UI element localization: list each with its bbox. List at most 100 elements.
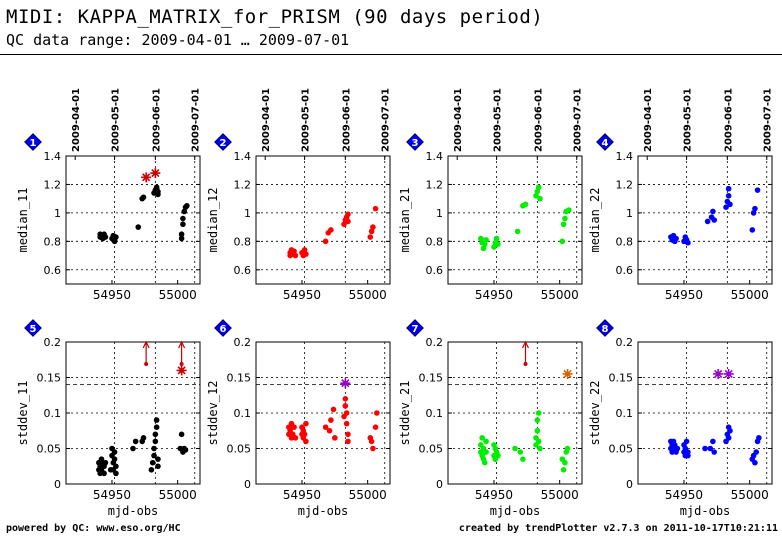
data-point xyxy=(111,449,118,455)
star-marker xyxy=(150,168,161,179)
y-tick-label: 0.15 xyxy=(227,372,252,385)
y-tick-label: 0 xyxy=(626,478,633,491)
x-tick-label: 55000 xyxy=(731,288,769,302)
x-tick-label: 55000 xyxy=(349,488,387,502)
panel-number-badge xyxy=(406,133,424,151)
data-point xyxy=(533,193,539,199)
data-point xyxy=(322,238,329,245)
y-tick-label: 0.05 xyxy=(609,443,634,456)
data-point xyxy=(148,467,155,473)
panel-1: 0.6 0.8 1 1.2 1.4 median_11 54950 55000 2009-04-… xyxy=(16,88,202,302)
y-tick-label: 0.1 xyxy=(234,407,252,420)
data-point xyxy=(301,431,308,438)
panel-number-badge xyxy=(24,133,42,151)
date-label: 2009-07-01 xyxy=(191,88,202,152)
panel-number: 3 xyxy=(412,138,419,149)
data-point xyxy=(140,435,147,441)
data-point xyxy=(113,234,119,240)
page-subtitle: QC data range: 2009-04-01 … 2009-07-01 xyxy=(6,31,350,49)
panel-number: 7 xyxy=(412,324,419,335)
data-point xyxy=(342,396,349,402)
date-label: 2009-04-01 xyxy=(71,88,82,152)
data-point xyxy=(520,456,526,462)
data-point xyxy=(483,438,489,445)
data-point xyxy=(303,438,309,445)
y-tick-label: 1 xyxy=(54,207,61,220)
panel-number: 1 xyxy=(30,138,37,149)
data-point xyxy=(155,456,161,462)
panel-3: 0.6 0.8 1 1.2 1.4 median_21 54950 55000 2009-04-… xyxy=(398,88,584,302)
date-label: 2009-06-01 xyxy=(151,88,162,152)
plot-frame xyxy=(447,155,583,285)
outlier-arrowhead xyxy=(178,340,186,349)
data-point xyxy=(149,459,156,466)
data-point xyxy=(478,235,484,242)
panel-number-badge xyxy=(596,133,614,151)
panel-6: 0 0.05 0.1 0.15 0.2 stddev_12 54950 55000mjd-ob… xyxy=(206,319,391,518)
date-label: 2009-06-01 xyxy=(723,88,734,152)
x-axis-label: mjd-obs xyxy=(680,504,731,518)
panel-4: 0.6 0.8 1 1.2 1.4 median_22 54950 55000 2009-04-… xyxy=(588,88,774,302)
data-point xyxy=(491,244,497,250)
y-tick-label: 0 xyxy=(54,478,61,491)
x-tick-label: 54950 xyxy=(283,488,321,502)
data-point xyxy=(343,420,350,427)
data-point xyxy=(480,245,487,252)
data-point xyxy=(537,445,543,452)
data-point xyxy=(342,403,349,409)
data-point xyxy=(182,447,189,453)
data-point xyxy=(562,215,568,222)
y-tick-label: 0.2 xyxy=(234,336,252,349)
data-point xyxy=(326,427,333,434)
data-point xyxy=(111,456,118,462)
y-tick-label: 0.15 xyxy=(37,372,62,385)
panel-5: 0 0.05 0.1 0.15 0.2 stddev_11 54950 55000mjd-ob… xyxy=(16,319,201,518)
y-axis-label: stddev_21 xyxy=(398,380,412,445)
y-axis-label: stddev_12 xyxy=(206,380,220,445)
data-point xyxy=(674,445,681,452)
data-point xyxy=(345,211,351,218)
data-point xyxy=(102,459,109,466)
star-marker xyxy=(340,378,351,389)
data-point xyxy=(178,235,185,242)
data-point xyxy=(483,449,489,455)
data-point xyxy=(704,218,711,225)
data-point xyxy=(707,445,714,452)
data-point xyxy=(702,445,708,452)
data-point xyxy=(564,445,571,452)
star-marker xyxy=(141,172,152,183)
date-label: 2009-05-01 xyxy=(493,88,504,152)
data-point xyxy=(153,184,160,191)
data-point xyxy=(153,417,160,423)
data-point xyxy=(155,463,161,470)
data-point xyxy=(330,406,337,413)
y-tick-label: 1 xyxy=(244,207,251,220)
data-point xyxy=(483,237,489,243)
data-point xyxy=(535,410,542,416)
data-point xyxy=(184,202,190,209)
panel-number: 4 xyxy=(602,138,609,149)
data-point xyxy=(152,438,159,445)
data-point xyxy=(303,420,309,427)
y-tick-label: 0.2 xyxy=(616,336,634,349)
y-axis-label: stddev_11 xyxy=(16,380,30,445)
x-tick-label: 55000 xyxy=(541,288,579,302)
data-point xyxy=(481,459,488,466)
y-tick-label: 0.05 xyxy=(37,443,62,456)
data-point xyxy=(534,427,541,434)
data-point xyxy=(752,459,758,466)
date-label: 2009-07-01 xyxy=(381,88,392,152)
y-tick-label: 1 xyxy=(436,207,443,220)
plot-frame xyxy=(255,155,391,285)
data-point xyxy=(562,459,568,466)
data-point xyxy=(493,235,500,242)
data-point xyxy=(155,191,161,198)
data-point xyxy=(303,251,309,257)
x-tick-label: 54950 xyxy=(475,288,513,302)
panel-number: 5 xyxy=(30,324,37,335)
data-point xyxy=(102,234,109,240)
title-rule xyxy=(0,54,782,55)
y-tick-label: 0.6 xyxy=(44,264,62,277)
data-point xyxy=(370,224,376,230)
star-marker xyxy=(176,365,187,376)
